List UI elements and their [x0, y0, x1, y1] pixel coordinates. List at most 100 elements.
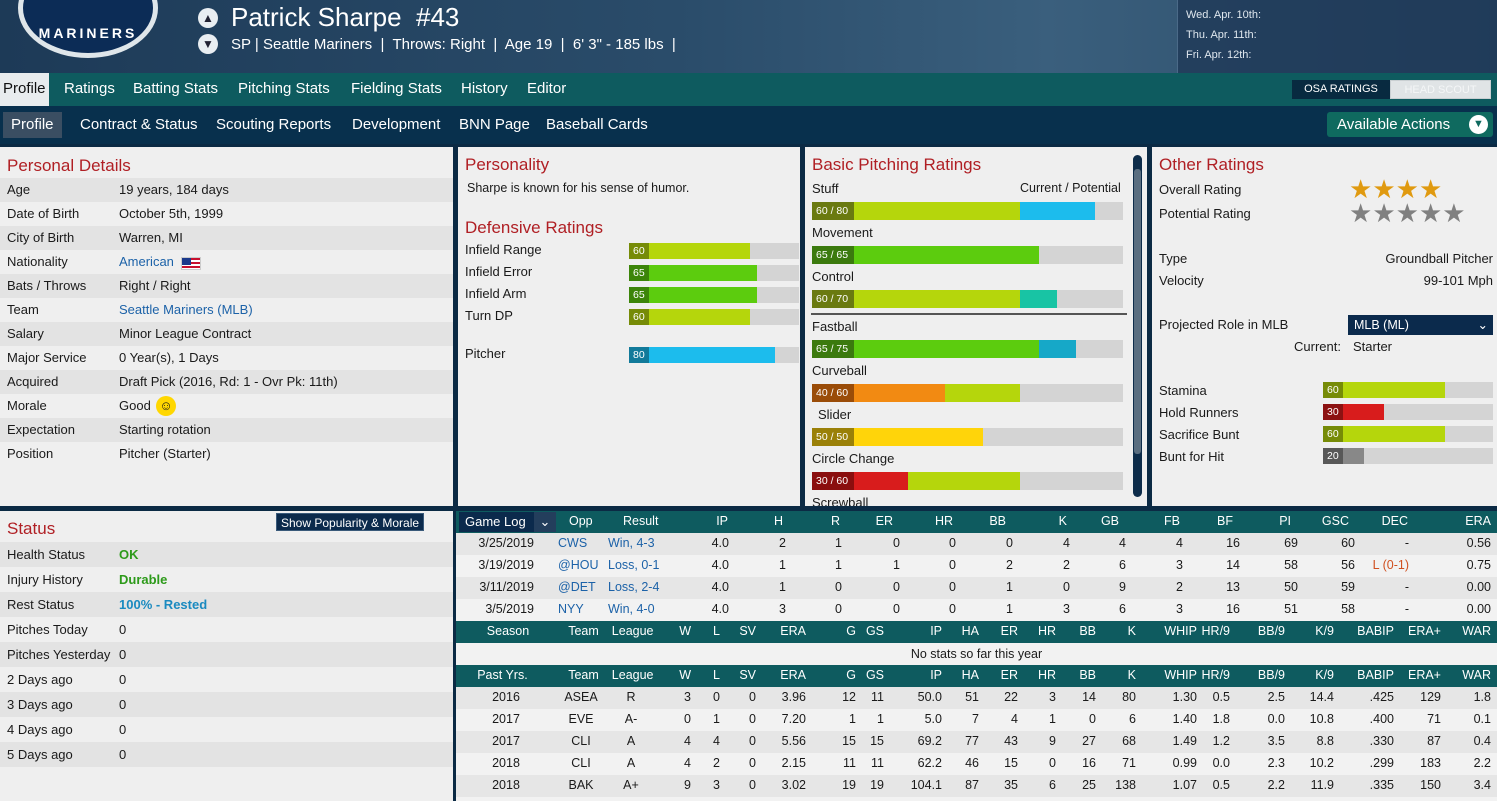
gamelog-col-header[interactable]: PI	[1279, 514, 1291, 528]
past-col-header[interactable]: HR/9	[1201, 668, 1230, 682]
gamelog-cell[interactable]: CWS	[558, 536, 588, 550]
gamelog-col-header[interactable]: ERA	[1465, 514, 1491, 528]
gamelog-cell: 0	[835, 602, 842, 616]
gamelog-row[interactable]: 3/25/2019 CWS Win, 4-3 4.0 2 1 0 0 0 4 4 4 16 69 60 - 0.…	[456, 533, 1497, 555]
tab-editor[interactable]: Editor	[527, 80, 567, 97]
chevron-down-icon[interactable]: ▼	[198, 34, 218, 54]
gamelog-col-header[interactable]: K	[1058, 514, 1067, 528]
season-col-header[interactable]: IP	[930, 624, 942, 638]
subtab-baseball-cards[interactable]: Baseball Cards	[546, 116, 648, 133]
show-popularity-morale-button[interactable]: Show Popularity & Morale	[276, 513, 425, 531]
projected-role-label: Projected Role in MLB	[1159, 317, 1289, 332]
subtab-bnn-page[interactable]: BNN Page	[459, 116, 530, 133]
past-col-header[interactable]: HA	[961, 668, 979, 682]
season-col-header[interactable]: SV	[739, 624, 756, 638]
season-col-header[interactable]: HA	[961, 624, 979, 638]
past-col-header[interactable]: WAR	[1462, 668, 1491, 682]
tab-ratings[interactable]: Ratings	[64, 80, 115, 97]
gamelog-row[interactable]: 3/19/2019 @HOU Loss, 0-1 4.0 1 1 1 0 2 2 6 3 14 58 56 L…	[456, 555, 1497, 577]
past-col-header[interactable]: League	[611, 668, 654, 682]
tab-profile[interactable]: Profile	[0, 73, 49, 106]
subtab-development[interactable]: Development	[352, 116, 441, 133]
past-col-header[interactable]: K/9	[1315, 668, 1334, 682]
season-col-header[interactable]: ERA	[780, 624, 806, 638]
subtab-profile[interactable]: Profile	[3, 112, 62, 138]
past-col-header[interactable]: K	[1127, 668, 1136, 682]
gamelog-cell[interactable]: @DET	[558, 580, 596, 594]
season-col-header[interactable]: BB	[1079, 624, 1096, 638]
gamelog-col-header[interactable]: IP	[716, 514, 728, 528]
gamelog-col-header[interactable]: FB	[1164, 514, 1180, 528]
season-col-header[interactable]: BABIP	[1357, 624, 1394, 638]
season-col-header[interactable]: Season	[486, 624, 530, 638]
gamelog-row[interactable]: 3/11/2019 @DET Loss, 2-4 4.0 1 0 0 0 1 0 9 2 13 50 59 -…	[456, 577, 1497, 599]
gamelog-row[interactable]: 3/5/2019 NYY Win, 4-0 4.0 3 0 0 0 1 3 6 3 16 51 58 - 0.0…	[456, 599, 1497, 621]
gamelog-col-header[interactable]: ER	[875, 514, 893, 528]
past-col-header[interactable]: WHIP	[1164, 668, 1197, 682]
season-col-header[interactable]: League	[611, 624, 654, 638]
season-col-header[interactable]: ERA+	[1407, 624, 1441, 638]
season-col-header[interactable]: BB/9	[1257, 624, 1285, 638]
gamelog-cell[interactable]: Win, 4-0	[608, 602, 655, 616]
past-col-header[interactable]: BABIP	[1357, 668, 1394, 682]
projected-role-select[interactable]: MLB (ML) ⌄	[1348, 315, 1493, 335]
detail-value[interactable]: Seattle Mariners (MLB)	[119, 302, 253, 317]
subtab-contract-status[interactable]: Contract & Status	[80, 116, 198, 133]
season-col-header[interactable]: HR	[1037, 624, 1056, 638]
past-col-header[interactable]: Team	[568, 668, 599, 682]
past-col-header[interactable]: HR	[1037, 668, 1056, 682]
head-scout-button[interactable]: HEAD SCOUT	[1390, 80, 1491, 99]
season-col-header[interactable]: Team	[568, 624, 599, 638]
past-col-header[interactable]: ERA	[780, 668, 806, 682]
gamelog-col-header[interactable]: HR	[934, 514, 953, 528]
osa-ratings-button[interactable]: OSA RATINGS	[1292, 80, 1390, 99]
past-col-header[interactable]: ERA+	[1407, 668, 1441, 682]
past-col-header[interactable]: L	[713, 668, 720, 682]
tab-batting-stats[interactable]: Batting Stats	[133, 80, 219, 97]
season-col-header[interactable]: G	[846, 624, 856, 638]
past-col-header[interactable]: W	[679, 668, 691, 682]
chevron-up-icon[interactable]: ▲	[198, 8, 218, 28]
scrollbar-thumb[interactable]	[1134, 169, 1141, 454]
gamelog-col-header[interactable]: GB	[1100, 514, 1119, 528]
gamelog-col-header[interactable]: Opp	[569, 514, 593, 528]
gamelog-cell[interactable]: Loss, 2-4	[608, 580, 660, 594]
gamelog-cell[interactable]: Loss, 0-1	[608, 558, 660, 572]
season-col-header[interactable]: ER	[1000, 624, 1018, 638]
gamelog-cell[interactable]: Win, 4-3	[608, 536, 655, 550]
gamelog-col-header[interactable]: Result	[623, 514, 659, 528]
scrollbar[interactable]	[1133, 155, 1142, 497]
season-col-header[interactable]: GS	[865, 624, 884, 638]
season-col-header[interactable]: K/9	[1315, 624, 1334, 638]
gamelog-cell[interactable]: @HOU	[558, 558, 599, 572]
season-col-header[interactable]: HR/9	[1201, 624, 1230, 638]
past-col-header[interactable]: GS	[865, 668, 884, 682]
season-col-header[interactable]: WHIP	[1164, 624, 1197, 638]
tab-history[interactable]: History	[461, 80, 508, 97]
gamelog-col-header[interactable]: BF	[1217, 514, 1233, 528]
gamelog-select[interactable]: Game Log ⌄	[459, 512, 556, 532]
past-col-header[interactable]: G	[846, 668, 856, 682]
past-col-header[interactable]: Past Yrs.	[477, 668, 528, 682]
gamelog-col-header[interactable]: H	[773, 514, 783, 528]
gamelog-col-header[interactable]: R	[830, 514, 840, 528]
past-cell: 68	[1122, 734, 1136, 748]
past-col-header[interactable]: SV	[739, 668, 756, 682]
tab-pitching-stats[interactable]: Pitching Stats	[238, 80, 330, 97]
season-col-header[interactable]: L	[713, 624, 720, 638]
past-col-header[interactable]: IP	[930, 668, 942, 682]
past-col-header[interactable]: BB	[1079, 668, 1096, 682]
subtab-scouting-reports[interactable]: Scouting Reports	[216, 116, 332, 133]
season-col-header[interactable]: W	[679, 624, 691, 638]
detail-value[interactable]: American	[119, 254, 174, 269]
past-col-header[interactable]: ER	[1000, 668, 1018, 682]
tab-fielding-stats[interactable]: Fielding Stats	[351, 80, 442, 97]
season-col-header[interactable]: WAR	[1462, 624, 1491, 638]
available-actions-button[interactable]: Available Actions ▼	[1327, 112, 1493, 137]
season-col-header[interactable]: K	[1127, 624, 1136, 638]
past-col-header[interactable]: BB/9	[1257, 668, 1285, 682]
gamelog-col-header[interactable]: GSC	[1321, 514, 1349, 528]
gamelog-col-header[interactable]: DEC	[1381, 514, 1408, 528]
gamelog-cell[interactable]: NYY	[558, 602, 584, 616]
gamelog-col-header[interactable]: BB	[989, 514, 1006, 528]
